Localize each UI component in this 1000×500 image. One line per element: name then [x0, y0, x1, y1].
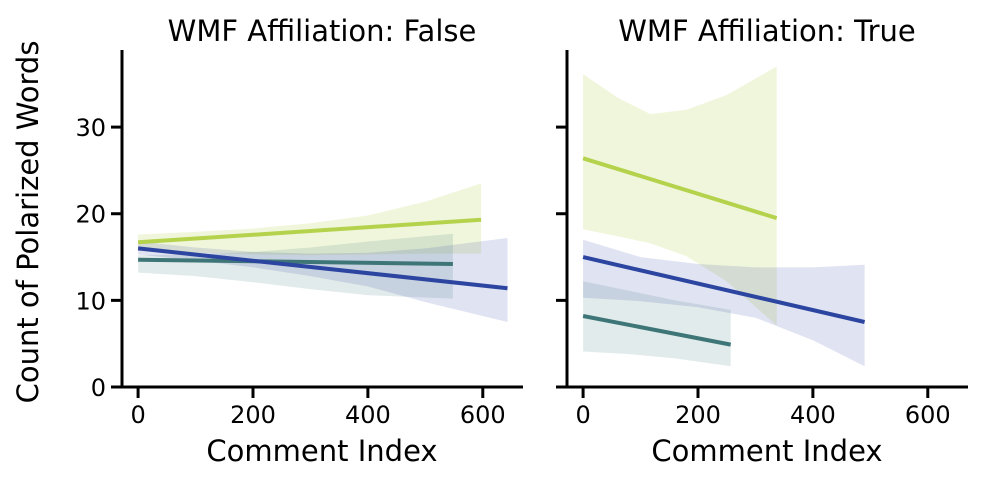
regression-lines-layer	[137, 156, 866, 347]
tick-labels-layer: 0 200 400 600 0 10 20 30 0 200 400 600	[75, 114, 950, 429]
x-tick-label-600-panel0: 600	[460, 401, 506, 429]
confidence-band-teal-panel1	[583, 281, 731, 367]
panel-title-false: WMF Affiliation: False	[168, 14, 477, 48]
y-tick-label-20: 20	[75, 201, 106, 229]
panel-title-true: WMF Affiliation: True	[618, 14, 916, 48]
x-axis-label-left: Comment Index	[206, 434, 437, 468]
x-tick-label-600-panel1: 600	[905, 401, 951, 429]
x-tick-label-0-panel0: 0	[130, 401, 145, 429]
regression-line-teal-panel1	[582, 314, 732, 347]
regression-line-teal-panel0	[138, 257, 453, 266]
x-tick-label-200-panel0: 200	[230, 401, 276, 429]
confidence-bands-layer	[138, 66, 865, 367]
y-tick-label-30: 30	[75, 114, 106, 142]
x-tick-label-0-panel1: 0	[575, 401, 590, 429]
confidence-band-green-panel1	[583, 66, 777, 326]
axes-layer	[111, 50, 968, 398]
regression-line-green-panel1	[582, 156, 778, 221]
x-axis-label-right: Comment Index	[651, 434, 882, 468]
regression-line-green-panel0	[137, 217, 482, 245]
x-tick-label-400-panel0: 400	[345, 401, 391, 429]
regression-line-blue-panel0	[137, 246, 508, 291]
y-tick-label-10: 10	[75, 287, 106, 315]
y-tick-label-0: 0	[91, 374, 106, 402]
y-axis-label: Count of Polarized Words	[11, 41, 45, 404]
x-tick-label-200-panel1: 200	[675, 401, 721, 429]
regression-line-blue-panel1	[582, 255, 866, 324]
x-tick-label-400-panel1: 400	[790, 401, 836, 429]
